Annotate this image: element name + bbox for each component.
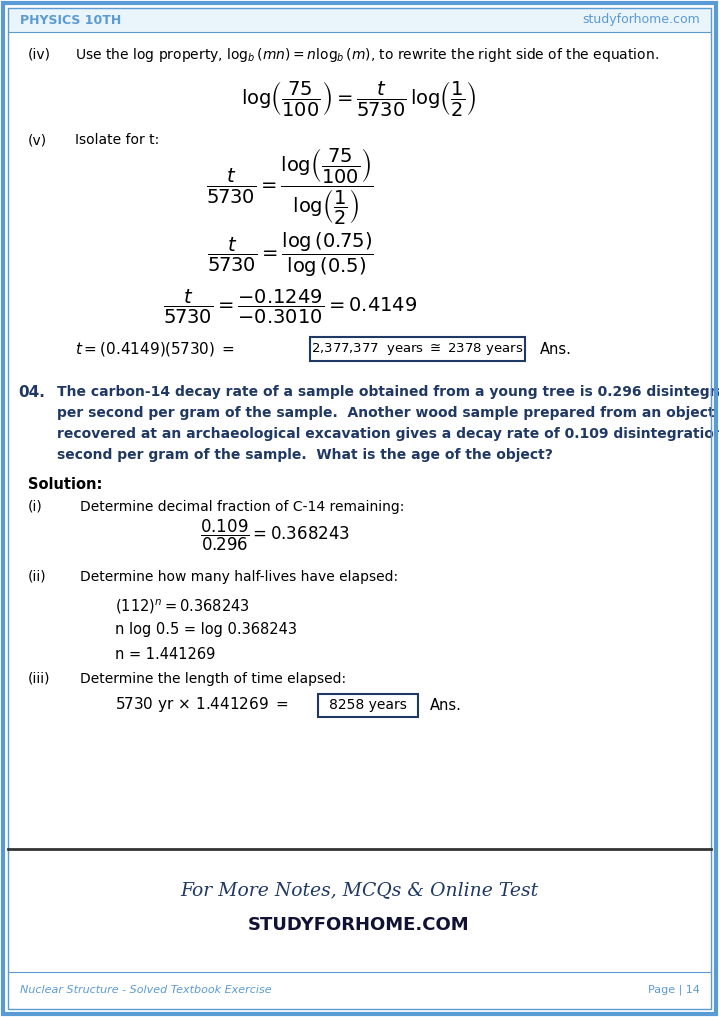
Text: 04.: 04. xyxy=(18,385,45,400)
Text: STUDYFORHOME.COM: STUDYFORHOME.COM xyxy=(248,916,470,935)
Text: The carbon-14 decay rate of a sample obtained from a young tree is 0.296 disinte: The carbon-14 decay rate of a sample obt… xyxy=(57,385,719,399)
Text: Ans.: Ans. xyxy=(540,342,572,357)
Text: $\dfrac{t}{5730} = \dfrac{\log\left(0.75\right)}{\log\left(0.5\right)}$: $\dfrac{t}{5730} = \dfrac{\log\left(0.75… xyxy=(206,231,373,279)
Text: Solution:: Solution: xyxy=(28,477,102,492)
Text: For More Notes, MCQs & Online Test: For More Notes, MCQs & Online Test xyxy=(180,882,538,899)
Text: (iv): (iv) xyxy=(28,48,51,62)
Text: Determine how many half-lives have elapsed:: Determine how many half-lives have elaps… xyxy=(80,570,398,584)
Text: (i): (i) xyxy=(28,500,42,514)
Text: $\dfrac{t}{5730} = \dfrac{-0.1249}{-0.3010} = 0.4149$: $\dfrac{t}{5730} = \dfrac{-0.1249}{-0.30… xyxy=(162,288,417,326)
Text: $\dfrac{0.109}{0.296} = 0.368243$: $\dfrac{0.109}{0.296} = 0.368243$ xyxy=(200,518,350,552)
Text: Ans.: Ans. xyxy=(430,698,462,713)
Text: Page | 14: Page | 14 xyxy=(648,984,700,996)
Text: 2,377,377  years $\cong$ 2378 years: 2,377,377 years $\cong$ 2378 years xyxy=(311,341,523,357)
Text: Isolate for t:: Isolate for t: xyxy=(75,133,159,147)
Text: $\log\!\left(\dfrac{75}{100}\right) = \dfrac{t}{5730}\,\log\!\left(\dfrac{1}{2}\: $\log\!\left(\dfrac{75}{100}\right) = \d… xyxy=(242,79,477,119)
Text: 8258 years: 8258 years xyxy=(329,698,407,712)
Text: Determine decimal fraction of C-14 remaining:: Determine decimal fraction of C-14 remai… xyxy=(80,500,404,514)
Text: Nuclear Structure - Solved Textbook Exercise: Nuclear Structure - Solved Textbook Exer… xyxy=(20,985,272,995)
Text: per second per gram of the sample.  Another wood sample prepared from an object: per second per gram of the sample. Anoth… xyxy=(57,406,715,420)
Text: (ii): (ii) xyxy=(28,570,47,584)
Text: $(112)^n = 0.368243$: $(112)^n = 0.368243$ xyxy=(115,597,250,615)
Text: n log 0.5 = log 0.368243: n log 0.5 = log 0.368243 xyxy=(115,622,297,637)
Text: (iii): (iii) xyxy=(28,672,50,686)
Bar xyxy=(8,8,711,32)
Text: n = 1.441269: n = 1.441269 xyxy=(115,647,216,662)
Text: Determine the length of time elapsed:: Determine the length of time elapsed: xyxy=(80,672,346,686)
Text: 5730 yr $\times$ 1.441269 $=$: 5730 yr $\times$ 1.441269 $=$ xyxy=(115,696,289,715)
Text: second per gram of the sample.  What is the age of the object?: second per gram of the sample. What is t… xyxy=(57,448,553,462)
Text: $t = (0.4149)(5730)\;=$: $t = (0.4149)(5730)\;=$ xyxy=(75,340,235,358)
Text: $\dfrac{t}{5730} = \dfrac{\log\!\left(\dfrac{75}{100}\right)}{\log\!\left(\dfrac: $\dfrac{t}{5730} = \dfrac{\log\!\left(\d… xyxy=(206,147,374,227)
Bar xyxy=(318,694,418,717)
Text: PHYSICS 10TH: PHYSICS 10TH xyxy=(20,13,122,26)
Text: Use the log property, $\log_b(mn) = n\log_b(m)$, to rewrite the right side of th: Use the log property, $\log_b(mn) = n\lo… xyxy=(75,46,659,64)
Text: recovered at an archaeological excavation gives a decay rate of 0.109 disintegra: recovered at an archaeological excavatio… xyxy=(57,427,719,441)
Text: (v): (v) xyxy=(28,133,47,147)
Bar xyxy=(310,337,525,361)
Text: studyforhome.com: studyforhome.com xyxy=(582,13,700,26)
